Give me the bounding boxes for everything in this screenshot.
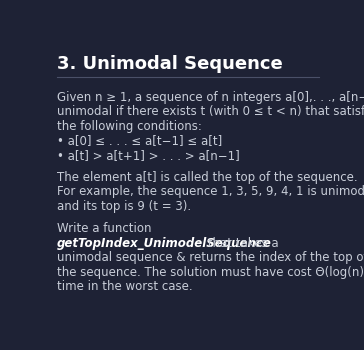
Text: • a[t] > a[t+1] > . . . > a[n−1]: • a[t] > a[t+1] > . . . > a[n−1] (57, 149, 240, 162)
Text: Given n ≥ 1, a sequence of n integers a[0],. . ., a[n−1] is: Given n ≥ 1, a sequence of n integers a[… (57, 91, 364, 104)
Text: The element a[t] is called the top of the sequence.: The element a[t] is called the top of th… (57, 171, 357, 184)
Text: and its top is 9 (t = 3).: and its top is 9 (t = 3). (57, 200, 191, 213)
Text: unimodal sequence & returns the index of the top of: unimodal sequence & returns the index of… (57, 251, 364, 264)
Text: getTopIndex_UnimodelSequence: getTopIndex_UnimodelSequence (57, 237, 272, 250)
Text: the sequence. The solution must have cost Θ(log(n)) in: the sequence. The solution must have cos… (57, 266, 364, 279)
Text: unimodal if there exists t (with 0 ≤ t < n) that satisfies: unimodal if there exists t (with 0 ≤ t <… (57, 105, 364, 118)
Text: • a[0] ≤ . . . ≤ a[t−1] ≤ a[t]: • a[0] ≤ . . . ≤ a[t−1] ≤ a[t] (57, 134, 222, 147)
Text: that takes a: that takes a (204, 237, 279, 250)
Text: Write a function: Write a function (57, 222, 151, 235)
Text: 3. Unimodal Sequence: 3. Unimodal Sequence (57, 56, 282, 74)
Text: time in the worst case.: time in the worst case. (57, 280, 193, 293)
Text: For example, the sequence 1, 3, 5, 9, 4, 1 is unimodal,: For example, the sequence 1, 3, 5, 9, 4,… (57, 186, 364, 198)
Text: the following conditions:: the following conditions: (57, 120, 202, 133)
